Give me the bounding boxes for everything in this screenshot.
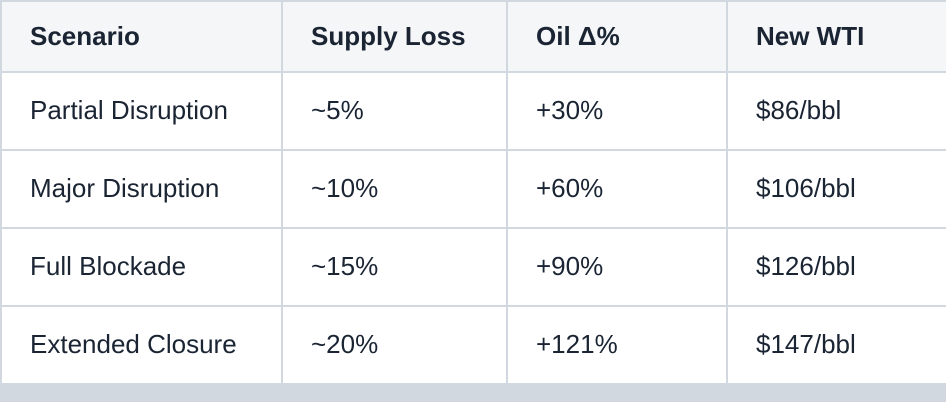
cell-scenario: Major Disruption xyxy=(0,149,283,229)
cell-supply-loss: ~15% xyxy=(281,227,508,307)
header-cell-scenario: Scenario xyxy=(0,0,283,73)
cell-scenario: Full Blockade xyxy=(0,227,283,307)
cell-scenario: Partial Disruption xyxy=(0,71,283,151)
cell-supply-loss: ~5% xyxy=(281,71,508,151)
header-cell-new-wti: New WTI xyxy=(726,0,946,73)
table-header-row: Scenario Supply Loss Oil Δ% New WTI xyxy=(0,0,946,73)
cell-supply-loss: ~10% xyxy=(281,149,508,229)
cell-supply-loss: ~20% xyxy=(281,305,508,385)
table-row: Extended Closure ~20% +121% $147/bbl xyxy=(0,305,946,385)
cell-oil-delta: +60% xyxy=(506,149,728,229)
cell-oil-delta: +30% xyxy=(506,71,728,151)
cell-new-wti: $126/bbl xyxy=(726,227,946,307)
oil-scenario-table: Scenario Supply Loss Oil Δ% New WTI Part… xyxy=(0,0,946,385)
header-cell-oil-delta: Oil Δ% xyxy=(506,0,728,73)
cell-new-wti: $106/bbl xyxy=(726,149,946,229)
table-row: Partial Disruption ~5% +30% $86/bbl xyxy=(0,71,946,151)
cell-new-wti: $86/bbl xyxy=(726,71,946,151)
cell-oil-delta: +121% xyxy=(506,305,728,385)
table-row: Major Disruption ~10% +60% $106/bbl xyxy=(0,149,946,229)
header-cell-supply-loss: Supply Loss xyxy=(281,0,508,73)
cell-scenario: Extended Closure xyxy=(0,305,283,385)
cell-oil-delta: +90% xyxy=(506,227,728,307)
cell-new-wti: $147/bbl xyxy=(726,305,946,385)
table-row: Full Blockade ~15% +90% $126/bbl xyxy=(0,227,946,307)
scenario-table-container: Scenario Supply Loss Oil Δ% New WTI Part… xyxy=(0,0,946,385)
